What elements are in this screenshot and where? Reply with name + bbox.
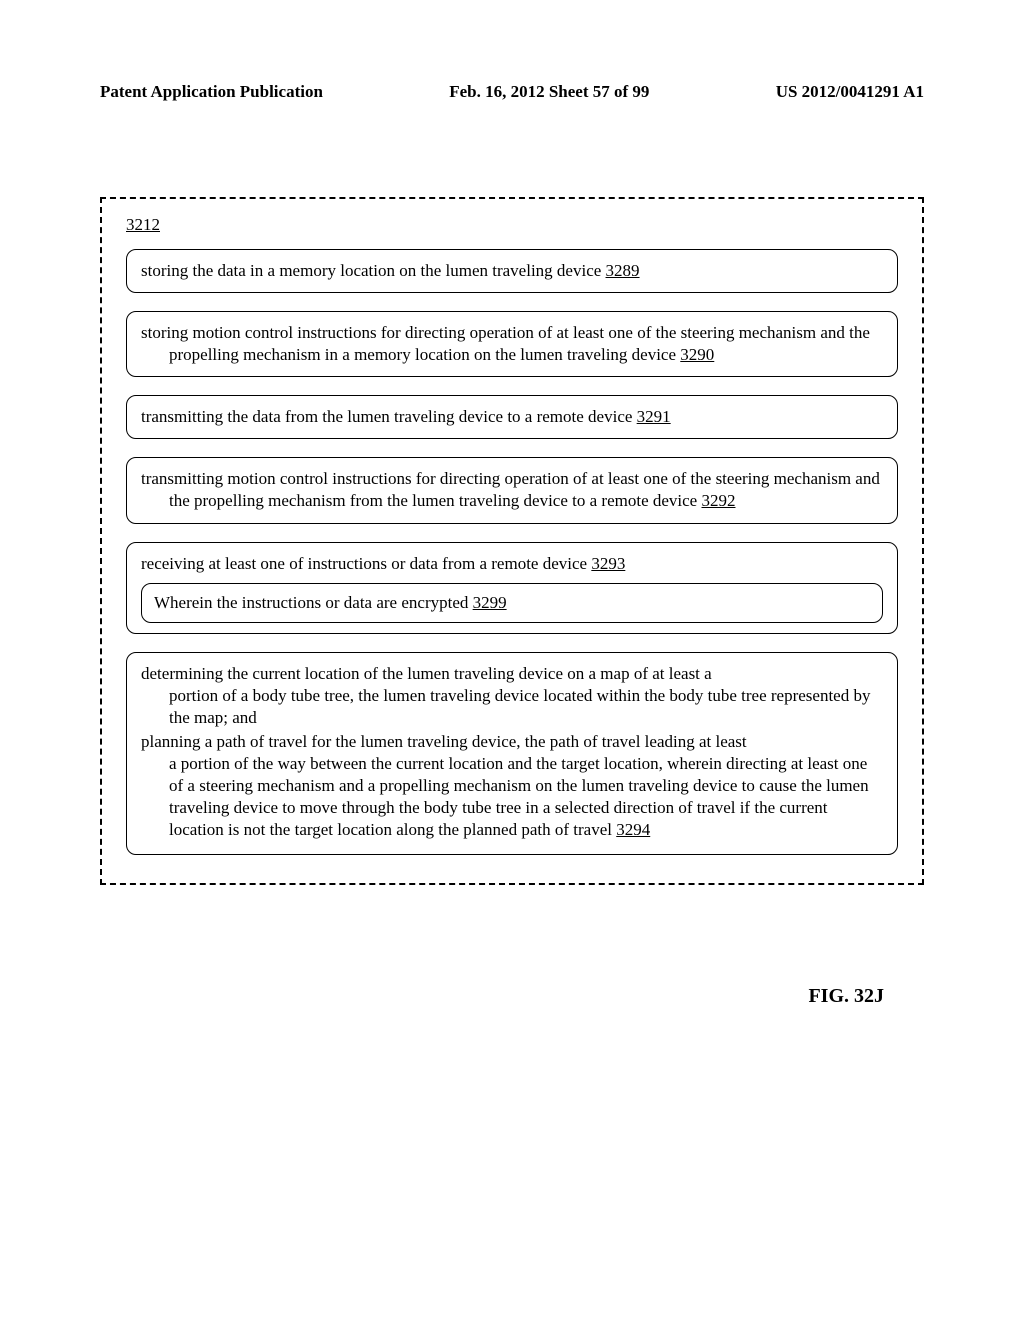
step-ref: 3292 [701,491,735,510]
step-box-1: storing motion control instructions for … [126,311,898,377]
para1-lead: determining the current location of the … [141,663,883,685]
nested-step-box: Wherein the instructions or data are enc… [141,583,883,623]
step-box-5: determining the current location of the … [126,652,898,855]
figure-label: FIG. 32J [100,985,924,1008]
para2-lead: planning a path of travel for the lumen … [141,731,883,753]
main-reference-number: 3212 [126,215,898,235]
para1-body: portion of a body tube tree, the lumen t… [141,685,883,729]
step-text: transmitting motion control instructions… [141,469,880,510]
step-ref: 3293 [591,554,625,573]
step-ref: 3294 [616,820,650,839]
step-ref: 3289 [606,261,640,280]
step-ref: 3291 [637,407,671,426]
header-center: Feb. 16, 2012 Sheet 57 of 99 [449,82,649,102]
step-text: storing motion control instructions for … [141,323,870,364]
step-text: storing the data in a memory location on… [141,261,606,280]
dashed-container: 3212 storing the data in a memory locati… [100,197,924,885]
nested-step-ref: 3299 [473,593,507,612]
para2-body: a portion of the way between the current… [169,754,869,839]
page-header: Patent Application Publication Feb. 16, … [100,0,924,112]
step-ref: 3290 [680,345,714,364]
step-text: transmitting the data from the lumen tra… [141,407,637,426]
header-right: US 2012/0041291 A1 [776,82,924,102]
step-box-3: transmitting motion control instructions… [126,457,898,523]
flowchart-diagram: 3212 storing the data in a memory locati… [100,197,924,885]
step-box-2: transmitting the data from the lumen tra… [126,395,898,439]
step-box-0: storing the data in a memory location on… [126,249,898,293]
step-text: receiving at least one of instructions o… [141,554,591,573]
nested-step-text: Wherein the instructions or data are enc… [154,593,473,612]
step-box-4: receiving at least one of instructions o… [126,542,898,634]
header-left: Patent Application Publication [100,82,323,102]
